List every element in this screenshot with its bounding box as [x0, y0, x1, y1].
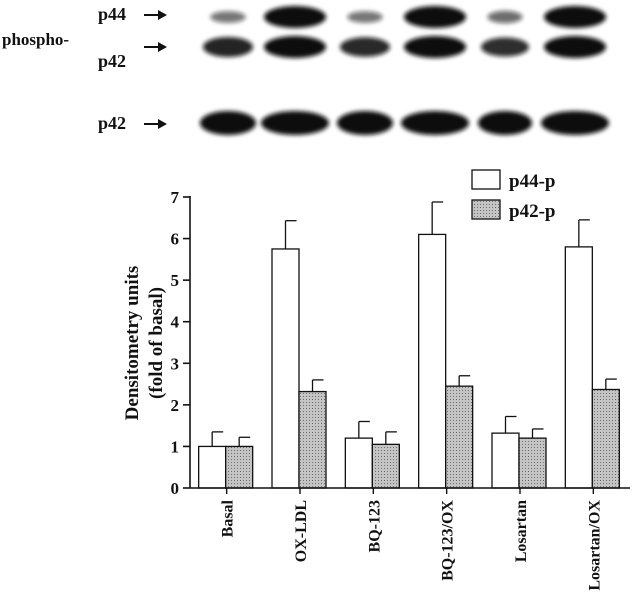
- bars: [198, 201, 620, 489]
- y-tick-label: 5: [171, 271, 180, 290]
- bar-p44: [344, 437, 373, 489]
- bar-p44: [271, 248, 300, 489]
- bar-p42: [445, 385, 474, 489]
- x-tick-label: OX-LDL: [293, 500, 310, 562]
- x-tick-label: BQ-123/OX: [440, 500, 457, 581]
- y-axis: 0 1 2 3 4 5 6 7: [171, 188, 191, 498]
- bar-p44: [198, 445, 227, 489]
- legend-label-p42: p42-p: [509, 201, 555, 222]
- blot-band-p42: [203, 37, 253, 57]
- legend-swatch-p44: [471, 169, 501, 190]
- blot-band-p42: [404, 36, 466, 58]
- bar-p44: [418, 233, 447, 489]
- western-blot: phospho- p44 p42 p42: [2, 4, 609, 135]
- x-tick-label: Basal: [220, 499, 237, 537]
- bar-p42: [298, 390, 327, 489]
- arrow-icon: [144, 42, 167, 52]
- bar-chart: Densitometry units (fold of basal) 0 1 2 3 4…: [122, 169, 630, 591]
- legend-label-p44: p44-p: [509, 171, 555, 192]
- bar-p44: [564, 246, 593, 489]
- blot-total-p42-label: p42: [98, 113, 126, 133]
- arrow-icon: [144, 10, 167, 20]
- x-tick-label: Losartan/OX: [586, 500, 603, 591]
- y-axis-label-line2: (fold of basal): [146, 287, 167, 399]
- legend: p44-p p42-p: [471, 169, 555, 222]
- blot-band-p44: [487, 10, 523, 24]
- y-tick-label: 0: [171, 479, 180, 498]
- blot-band-p42: [264, 36, 326, 58]
- blot-band-total-p42: [261, 111, 329, 135]
- blot-band-total-p42: [401, 111, 469, 135]
- y-tick-label: 4: [171, 313, 180, 332]
- blot-band-p42: [544, 36, 606, 58]
- x-tick-label: Losartan: [513, 500, 530, 562]
- blot-band-p44: [264, 6, 326, 28]
- blot-band-p44: [404, 6, 466, 28]
- blot-band-p44: [544, 6, 606, 28]
- blot-band-p42: [481, 37, 529, 57]
- blot-band-total-p42: [200, 111, 256, 135]
- arrow-icon: [144, 119, 167, 129]
- blot-band-p44: [347, 11, 383, 23]
- bar-p42: [371, 443, 400, 489]
- blot-band-total-p42: [541, 111, 609, 135]
- y-axis-label-line1: Densitometry units: [122, 266, 143, 421]
- y-tick-label: 2: [171, 396, 180, 415]
- blot-p44-label: p44: [98, 4, 126, 24]
- bar-p42: [225, 445, 254, 489]
- legend-swatch-p42: [471, 199, 501, 220]
- blot-band-total-p42: [478, 111, 532, 135]
- bar-p42: [518, 437, 547, 489]
- blot-band-total-p42: [337, 111, 393, 135]
- y-axis-title: Densitometry units (fold of basal): [122, 266, 167, 421]
- y-tick-label: 3: [171, 354, 180, 373]
- y-tick-label: 6: [171, 230, 180, 249]
- x-tick-label: BQ-123: [366, 500, 383, 552]
- blot-band-p42: [340, 37, 390, 57]
- blot-bands: [200, 6, 609, 135]
- bar-p44: [491, 432, 520, 489]
- x-axis: Basal OX-LDL BQ-123 BQ-123/OX Losartan Losart…: [190, 487, 630, 591]
- y-tick-label: 1: [171, 437, 180, 456]
- blot-phospho-label: phospho-: [2, 30, 69, 49]
- y-tick-label: 7: [171, 188, 180, 207]
- blot-p42-label: p42: [98, 51, 126, 71]
- bar-p42: [591, 388, 620, 489]
- blot-band-p44: [210, 11, 246, 23]
